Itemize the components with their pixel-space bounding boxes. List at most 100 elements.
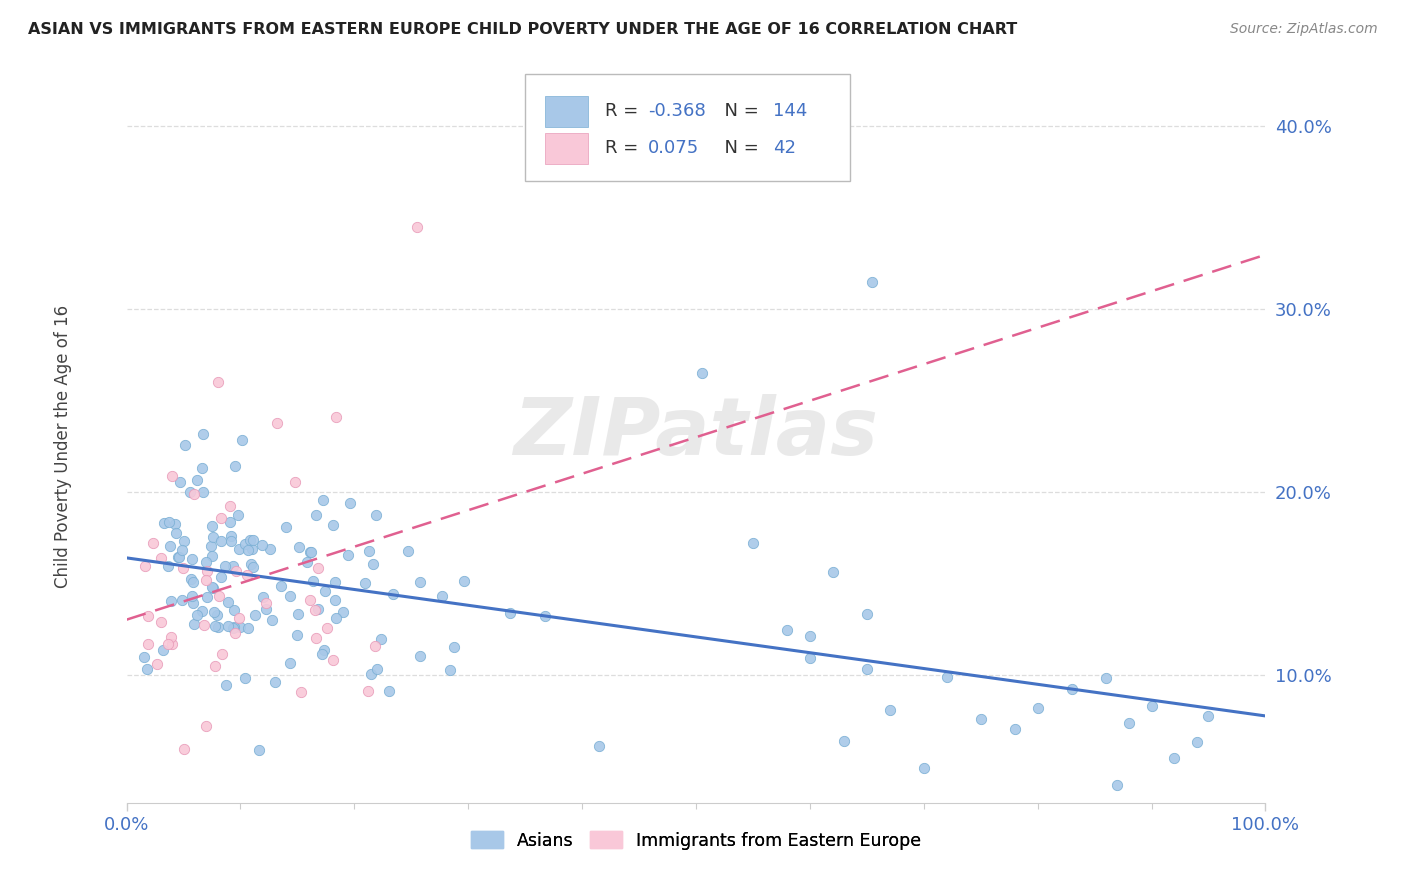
Point <box>229 620 252 634</box>
Point <box>1004 722 1026 736</box>
Point <box>252 591 274 605</box>
Text: N =: N = <box>713 139 765 157</box>
Text: 0.075: 0.075 <box>648 139 699 157</box>
Point <box>290 684 312 698</box>
Point <box>146 657 169 672</box>
Point <box>194 555 217 569</box>
Point <box>135 662 157 676</box>
Point <box>224 459 246 474</box>
Point <box>443 640 465 654</box>
Point <box>855 662 877 676</box>
Point <box>228 541 250 556</box>
Point <box>202 530 225 544</box>
Point <box>183 616 205 631</box>
Point <box>222 621 245 635</box>
Point <box>204 618 226 632</box>
Point <box>217 594 239 608</box>
Point <box>170 543 193 558</box>
Point <box>207 376 229 390</box>
Point <box>1163 751 1185 765</box>
Text: ASIAN VS IMMIGRANTS FROM EASTERN EUROPE CHILD POVERTY UNDER THE AGE OF 16 CORREL: ASIAN VS IMMIGRANTS FROM EASTERN EUROPE … <box>28 22 1018 37</box>
Point <box>180 552 202 566</box>
Point <box>173 741 195 756</box>
Point <box>799 629 821 643</box>
Point <box>357 544 380 558</box>
Point <box>304 603 326 617</box>
Point <box>180 589 202 603</box>
Point <box>242 560 264 574</box>
FancyBboxPatch shape <box>544 133 588 164</box>
FancyBboxPatch shape <box>526 73 849 181</box>
Point <box>219 529 242 543</box>
Point <box>588 739 610 753</box>
Point <box>153 516 176 531</box>
Point <box>209 534 232 549</box>
Point <box>165 525 187 540</box>
Point <box>156 558 179 573</box>
Point <box>191 461 214 475</box>
Point <box>160 630 183 644</box>
Point <box>312 642 335 657</box>
Point <box>322 653 344 667</box>
Point <box>204 658 226 673</box>
Point <box>173 534 195 549</box>
Point <box>218 515 240 529</box>
Point <box>439 663 461 677</box>
Point <box>409 575 432 590</box>
Point <box>224 603 246 617</box>
Point <box>214 558 236 573</box>
Point <box>191 604 214 618</box>
Point <box>191 485 214 500</box>
Point <box>453 574 475 588</box>
Point <box>354 576 377 591</box>
Point <box>325 410 347 425</box>
Point <box>322 518 344 533</box>
Point <box>238 621 260 635</box>
Point <box>323 574 346 589</box>
Point <box>169 475 191 490</box>
Point <box>240 557 263 571</box>
Point <box>533 608 555 623</box>
Point <box>879 703 901 717</box>
Point <box>1185 735 1208 749</box>
Point <box>179 485 201 500</box>
Point <box>219 499 242 513</box>
Point <box>200 539 222 553</box>
Point <box>201 582 224 596</box>
Point <box>180 572 202 586</box>
Point <box>134 559 156 574</box>
Point <box>776 624 799 638</box>
Point <box>266 416 288 430</box>
Point <box>312 493 335 508</box>
Point <box>935 670 957 684</box>
Point <box>208 589 231 603</box>
FancyBboxPatch shape <box>544 95 588 127</box>
Text: R =: R = <box>605 139 644 157</box>
Text: ZIPatlas: ZIPatlas <box>513 393 879 472</box>
Point <box>239 533 262 548</box>
Point <box>325 611 347 625</box>
Point <box>278 657 301 671</box>
Point <box>970 713 993 727</box>
Point <box>242 533 264 547</box>
Point <box>360 666 382 681</box>
Point <box>299 592 322 607</box>
Point <box>226 508 249 523</box>
Point <box>332 605 354 619</box>
Point <box>215 678 238 692</box>
Point <box>287 607 309 622</box>
Point <box>254 596 277 610</box>
Point <box>336 548 359 562</box>
Point <box>172 593 194 607</box>
Point <box>311 647 333 661</box>
Point <box>195 719 218 733</box>
Point <box>299 545 322 559</box>
Point <box>240 542 263 557</box>
Point <box>284 475 307 489</box>
Point <box>357 684 380 698</box>
Text: -0.368: -0.368 <box>648 103 706 120</box>
Point <box>201 581 224 595</box>
Point <box>366 662 388 676</box>
Point <box>323 593 346 607</box>
Point <box>156 637 179 651</box>
